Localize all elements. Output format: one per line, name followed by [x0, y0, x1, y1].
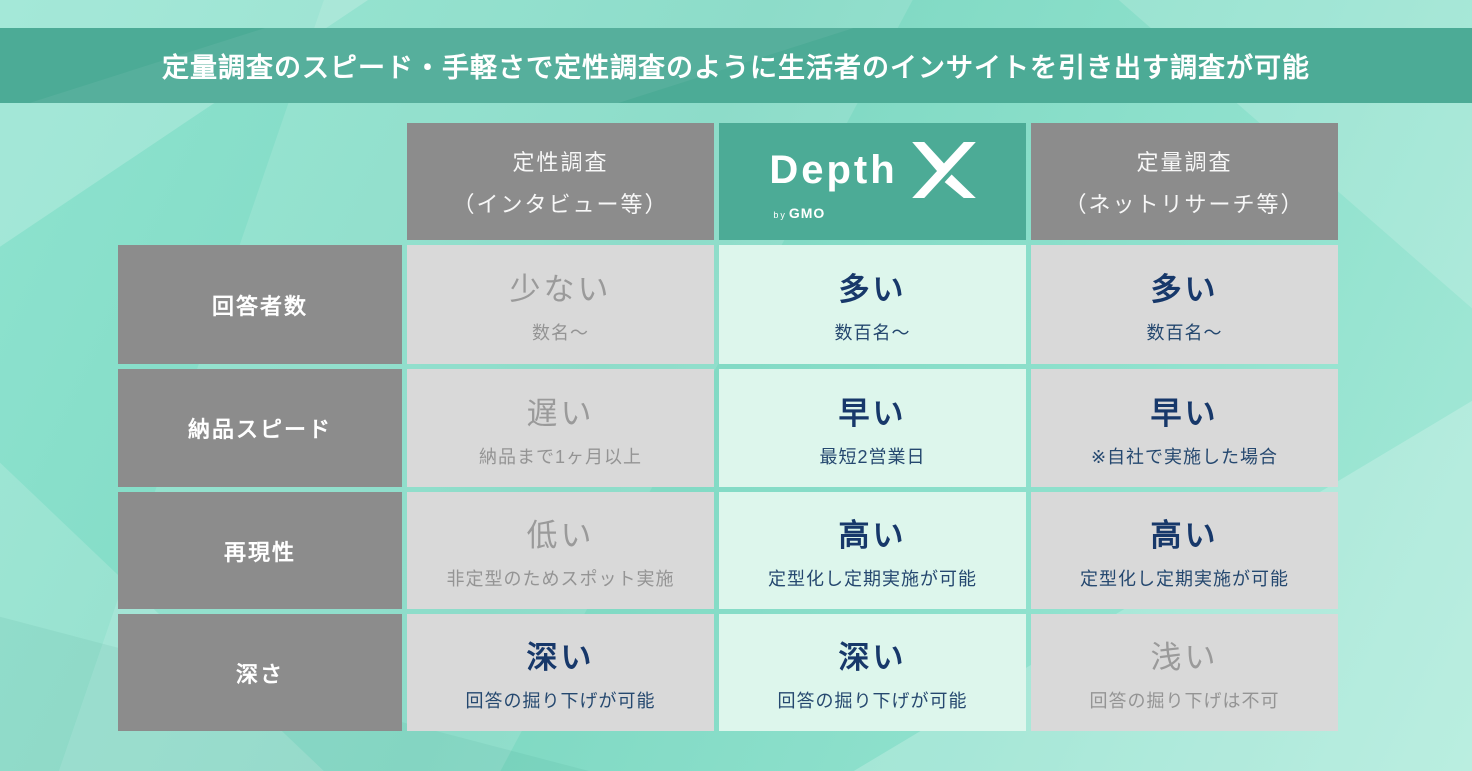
- cell-value: 遅い: [526, 395, 595, 431]
- column-subtitle: （インタビュー等）: [452, 191, 669, 217]
- cell-note: 回答の掘り下げは不可: [1089, 691, 1280, 711]
- cell-depth-depthx: 深い 回答の掘り下げが可能: [719, 614, 1026, 731]
- row-label-reproducibility: 再現性: [118, 492, 402, 609]
- cell-note: 数百名〜: [834, 323, 911, 343]
- depthx-byline: by GMO: [773, 205, 825, 221]
- depthx-logo-row: Depth: [769, 142, 976, 198]
- cell-note: 回答の掘り下げが可能: [465, 691, 656, 711]
- cell-value: 高い: [1150, 518, 1219, 553]
- cell-note: 数百名〜: [1146, 323, 1223, 343]
- column-header-quantitative: 定量調査 （ネットリサーチ等）: [1031, 123, 1338, 240]
- cell-value: 早い: [838, 395, 907, 431]
- cell-note: 非定型のためスポット実施: [446, 569, 675, 589]
- byline-by: by: [773, 210, 787, 220]
- column-header-qualitative: 定性調査 （インタビュー等）: [407, 123, 714, 240]
- cell-value: 高い: [838, 518, 907, 553]
- cell-depth-qualitative: 深い 回答の掘り下げが可能: [407, 614, 714, 731]
- cell-note: 定型化し定期実施が可能: [768, 569, 977, 589]
- row-label-respondents: 回答者数: [118, 245, 402, 364]
- column-header-depthx: Depth by GMO: [719, 123, 1026, 240]
- cell-note: 納品まで1ヶ月以上: [478, 446, 642, 467]
- cell-respondents-quantitative: 多い 数百名〜: [1031, 245, 1338, 364]
- depthx-wordmark: Depth: [769, 148, 898, 192]
- cell-respondents-depthx: 多い 数百名〜: [719, 245, 1026, 364]
- cell-reproducibility-depthx: 高い 定型化し定期実施が可能: [719, 492, 1026, 609]
- cell-note: 回答の掘り下げが可能: [777, 691, 968, 711]
- cell-note: 数名〜: [532, 323, 589, 343]
- column-subtitle: （ネットリサーチ等）: [1064, 191, 1305, 217]
- cell-reproducibility-quantitative: 高い 定型化し定期実施が可能: [1031, 492, 1338, 609]
- cell-value: 多い: [838, 272, 907, 307]
- cell-note: 定型化し定期実施が可能: [1080, 569, 1289, 589]
- depthx-logo: Depth by GMO: [769, 142, 976, 221]
- cell-delivery-depthx: 早い 最短2営業日: [719, 369, 1026, 487]
- cell-value: 低い: [526, 518, 595, 553]
- byline-brand: GMO: [788, 205, 826, 221]
- banner-title: 定量調査のスピード・手軽さで定性調査のように生活者のインサイトを引き出す調査が可…: [162, 53, 1310, 83]
- cell-respondents-qualitative: 少ない 数名〜: [407, 245, 714, 364]
- column-title: 定性調査: [512, 149, 609, 175]
- cell-value: 浅い: [1150, 640, 1219, 675]
- header-banner: 定量調査のスピード・手軽さで定性調査のように生活者のインサイトを引き出す調査が可…: [0, 28, 1472, 103]
- column-title: 定量調査: [1136, 149, 1233, 175]
- row-label-depth: 深さ: [118, 614, 402, 731]
- cell-delivery-quantitative: 早い ※自社で実施した場合: [1031, 369, 1338, 487]
- table-corner-spacer: [118, 123, 402, 240]
- cell-reproducibility-qualitative: 低い 非定型のためスポット実施: [407, 492, 714, 609]
- cell-note: ※自社で実施した場合: [1090, 446, 1279, 467]
- cell-value: 多い: [1150, 272, 1219, 307]
- cell-depth-quantitative: 浅い 回答の掘り下げは不可: [1031, 614, 1338, 731]
- cell-value: 少ない: [509, 272, 612, 307]
- cell-value: 深い: [526, 640, 595, 675]
- cell-value: 深い: [838, 640, 907, 675]
- cell-delivery-qualitative: 遅い 納品まで1ヶ月以上: [407, 369, 714, 487]
- cell-value: 早い: [1150, 395, 1219, 431]
- row-label-delivery-speed: 納品スピード: [118, 369, 402, 487]
- cell-note: 最短2営業日: [819, 446, 926, 467]
- depth-x-icon: [911, 142, 976, 198]
- comparison-table: 定性調査 （インタビュー等） Depth by GMO: [118, 123, 1338, 731]
